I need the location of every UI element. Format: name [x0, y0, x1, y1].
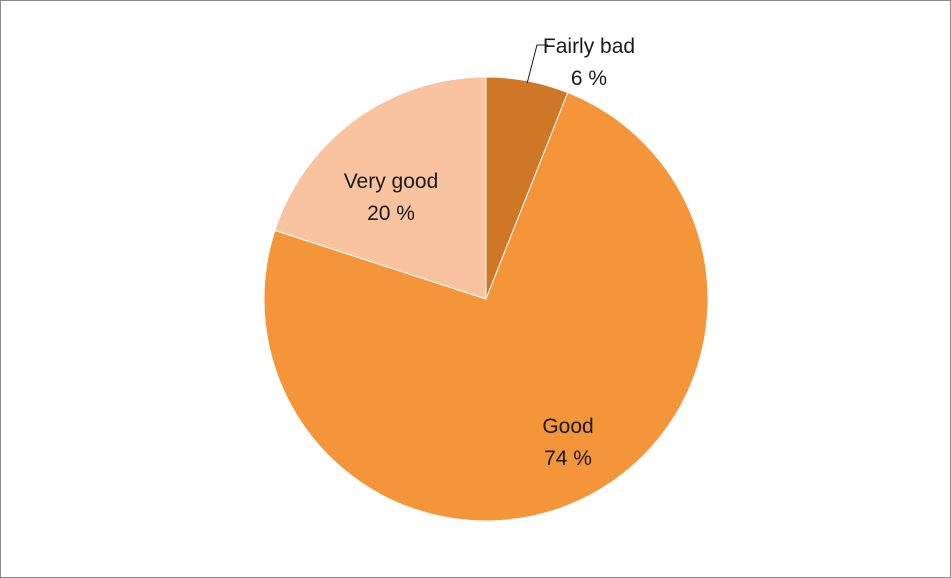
pie-slices	[263, 76, 709, 522]
slice-label-very-good: Very good	[344, 170, 439, 193]
leader-line-fairly-bad	[526, 44, 548, 84]
pie-slice-very-good	[274, 76, 487, 300]
slice-value-very-good: 20 %	[367, 202, 415, 225]
pie-slice-good	[263, 91, 709, 522]
slice-label-good: Good	[542, 415, 593, 438]
slice-value-good: 74 %	[544, 447, 592, 470]
slice-value-fairly-bad: 6 %	[571, 67, 607, 90]
pie-labels: Fairly bad 6 % Good 74 % Very good 20 %	[344, 35, 635, 470]
slice-label-fairly-bad: Fairly bad	[543, 35, 635, 58]
